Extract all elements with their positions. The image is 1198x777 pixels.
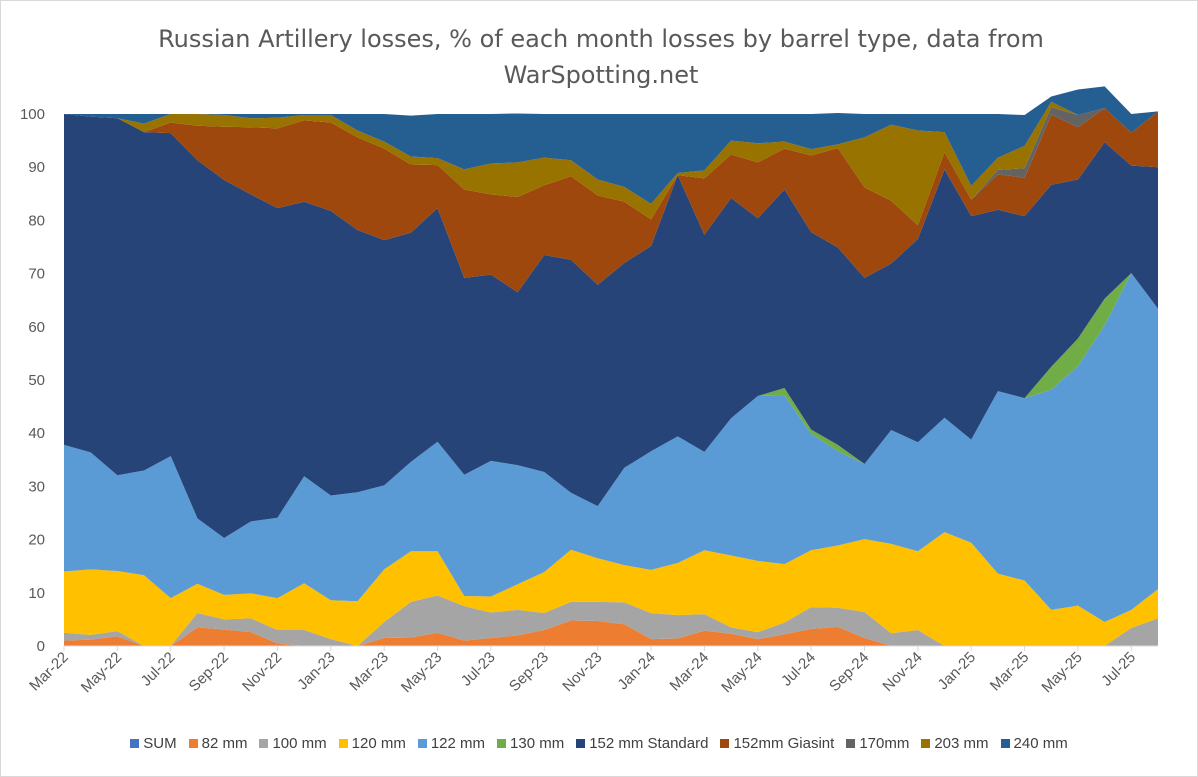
x-tick-label: Sep-23 — [506, 649, 552, 695]
area-120-mm — [64, 532, 1158, 646]
x-tick-label: Nov-24 — [879, 649, 925, 695]
legend-swatch — [338, 739, 348, 748]
legend-swatch — [1000, 739, 1010, 748]
y-tick-label: 0 — [37, 638, 45, 655]
y-tick-label: 10 — [28, 585, 45, 602]
x-tick-label: Jul-22 — [138, 649, 179, 690]
legend-item-122-mm: 122 mm — [417, 735, 486, 752]
area-122-mm — [64, 273, 1158, 623]
y-tick-label: 60 — [28, 319, 45, 336]
x-tick-label: Sep-24 — [826, 649, 872, 695]
y-tick-label: 80 — [28, 212, 45, 229]
legend-swatch — [259, 739, 269, 748]
y-tick-label: 70 — [28, 266, 45, 283]
legend-label: 152mm Giasint — [733, 735, 835, 752]
y-tick-label: 30 — [28, 478, 45, 495]
legend-swatch — [576, 739, 586, 748]
legend-item-203-mm: 203 mm — [921, 735, 989, 752]
x-tick-label: May-22 — [78, 649, 125, 696]
x-tick-label: Mar-23 — [346, 649, 392, 695]
legend-item-100-mm: 100 mm — [259, 735, 327, 752]
legend-label: 100 mm — [272, 735, 327, 752]
y-tick-label: 50 — [28, 372, 45, 389]
x-tick-label: Jan-24 — [614, 649, 658, 693]
x-tick-label: Jan-23 — [294, 649, 338, 693]
legend-label: 203 mm — [934, 735, 989, 752]
x-tick-label: May-25 — [1038, 649, 1085, 696]
x-tick-label: Nov-22 — [239, 649, 285, 695]
legend-item-82-mm: 82 mm — [188, 735, 248, 752]
y-tick-label: 90 — [28, 159, 45, 176]
legend: SUM 82 mm 100 mm 120 mm 122 mm 130 mm 152 mm S… — [0, 735, 1198, 752]
y-tick-label: 40 — [28, 425, 45, 442]
area-100-mm — [64, 595, 1158, 646]
legend-item-152mm-giasint: 152mm Giasint — [720, 735, 834, 752]
legend-label: 82 mm — [201, 735, 248, 752]
area-152mm-giasint — [64, 108, 1158, 293]
area-240-mm — [64, 86, 1158, 204]
legend-label: 170mm — [859, 735, 910, 752]
x-tick-label: Mar-25 — [987, 649, 1033, 695]
chart-title: Russian Artillery losses, % of each mont… — [158, 25, 1044, 89]
x-tick-label: Mar-22 — [26, 649, 72, 695]
x-tick-label: Jan-25 — [935, 649, 979, 693]
area-82-mm — [64, 620, 1158, 646]
legend-label: 120 mm — [351, 735, 406, 752]
area-203-mm — [64, 101, 1158, 226]
area-152-mm-standard — [64, 114, 1158, 538]
x-tick-label: Jul-25 — [1098, 649, 1139, 690]
x-tick-label: Sep-22 — [186, 649, 232, 695]
legend-item-130-mm: 130 mm — [497, 735, 564, 752]
x-tick-label: Nov-23 — [559, 649, 605, 695]
legend-label: 122 mm — [430, 735, 486, 752]
legend-swatch — [720, 739, 730, 748]
legend-swatch — [188, 739, 198, 748]
legend-swatch — [846, 739, 856, 748]
x-tick-label: May-24 — [718, 649, 765, 696]
legend-item-152-mm-standard: 152 mm Standard — [576, 735, 708, 752]
x-tick-label: Jul-23 — [458, 649, 499, 690]
legend-item-170mm: 170mm — [846, 735, 909, 752]
legend-swatch — [497, 739, 507, 748]
area-series-group — [64, 86, 1158, 646]
legend-label: 152 mm Standard — [589, 735, 709, 752]
legend-item-120-mm: 120 mm — [338, 735, 406, 752]
x-tick-label: Jul-24 — [778, 649, 819, 690]
legend-label: SUM — [143, 735, 177, 752]
legend-item-240-mm: 240 mm — [1000, 735, 1068, 752]
y-tick-label: 20 — [28, 532, 45, 549]
legend-swatch — [921, 739, 931, 748]
x-tick-label: Mar-24 — [667, 649, 713, 695]
legend-item-sum: SUM — [130, 735, 177, 752]
legend-label: 240 mm — [1013, 735, 1068, 752]
legend-swatch — [130, 739, 140, 748]
area-170mm — [64, 107, 1158, 226]
legend-swatch — [417, 739, 427, 748]
y-tick-label: 100 — [20, 106, 45, 123]
legend-label: 130 mm — [510, 735, 565, 752]
x-tick-label: May-23 — [398, 649, 445, 696]
